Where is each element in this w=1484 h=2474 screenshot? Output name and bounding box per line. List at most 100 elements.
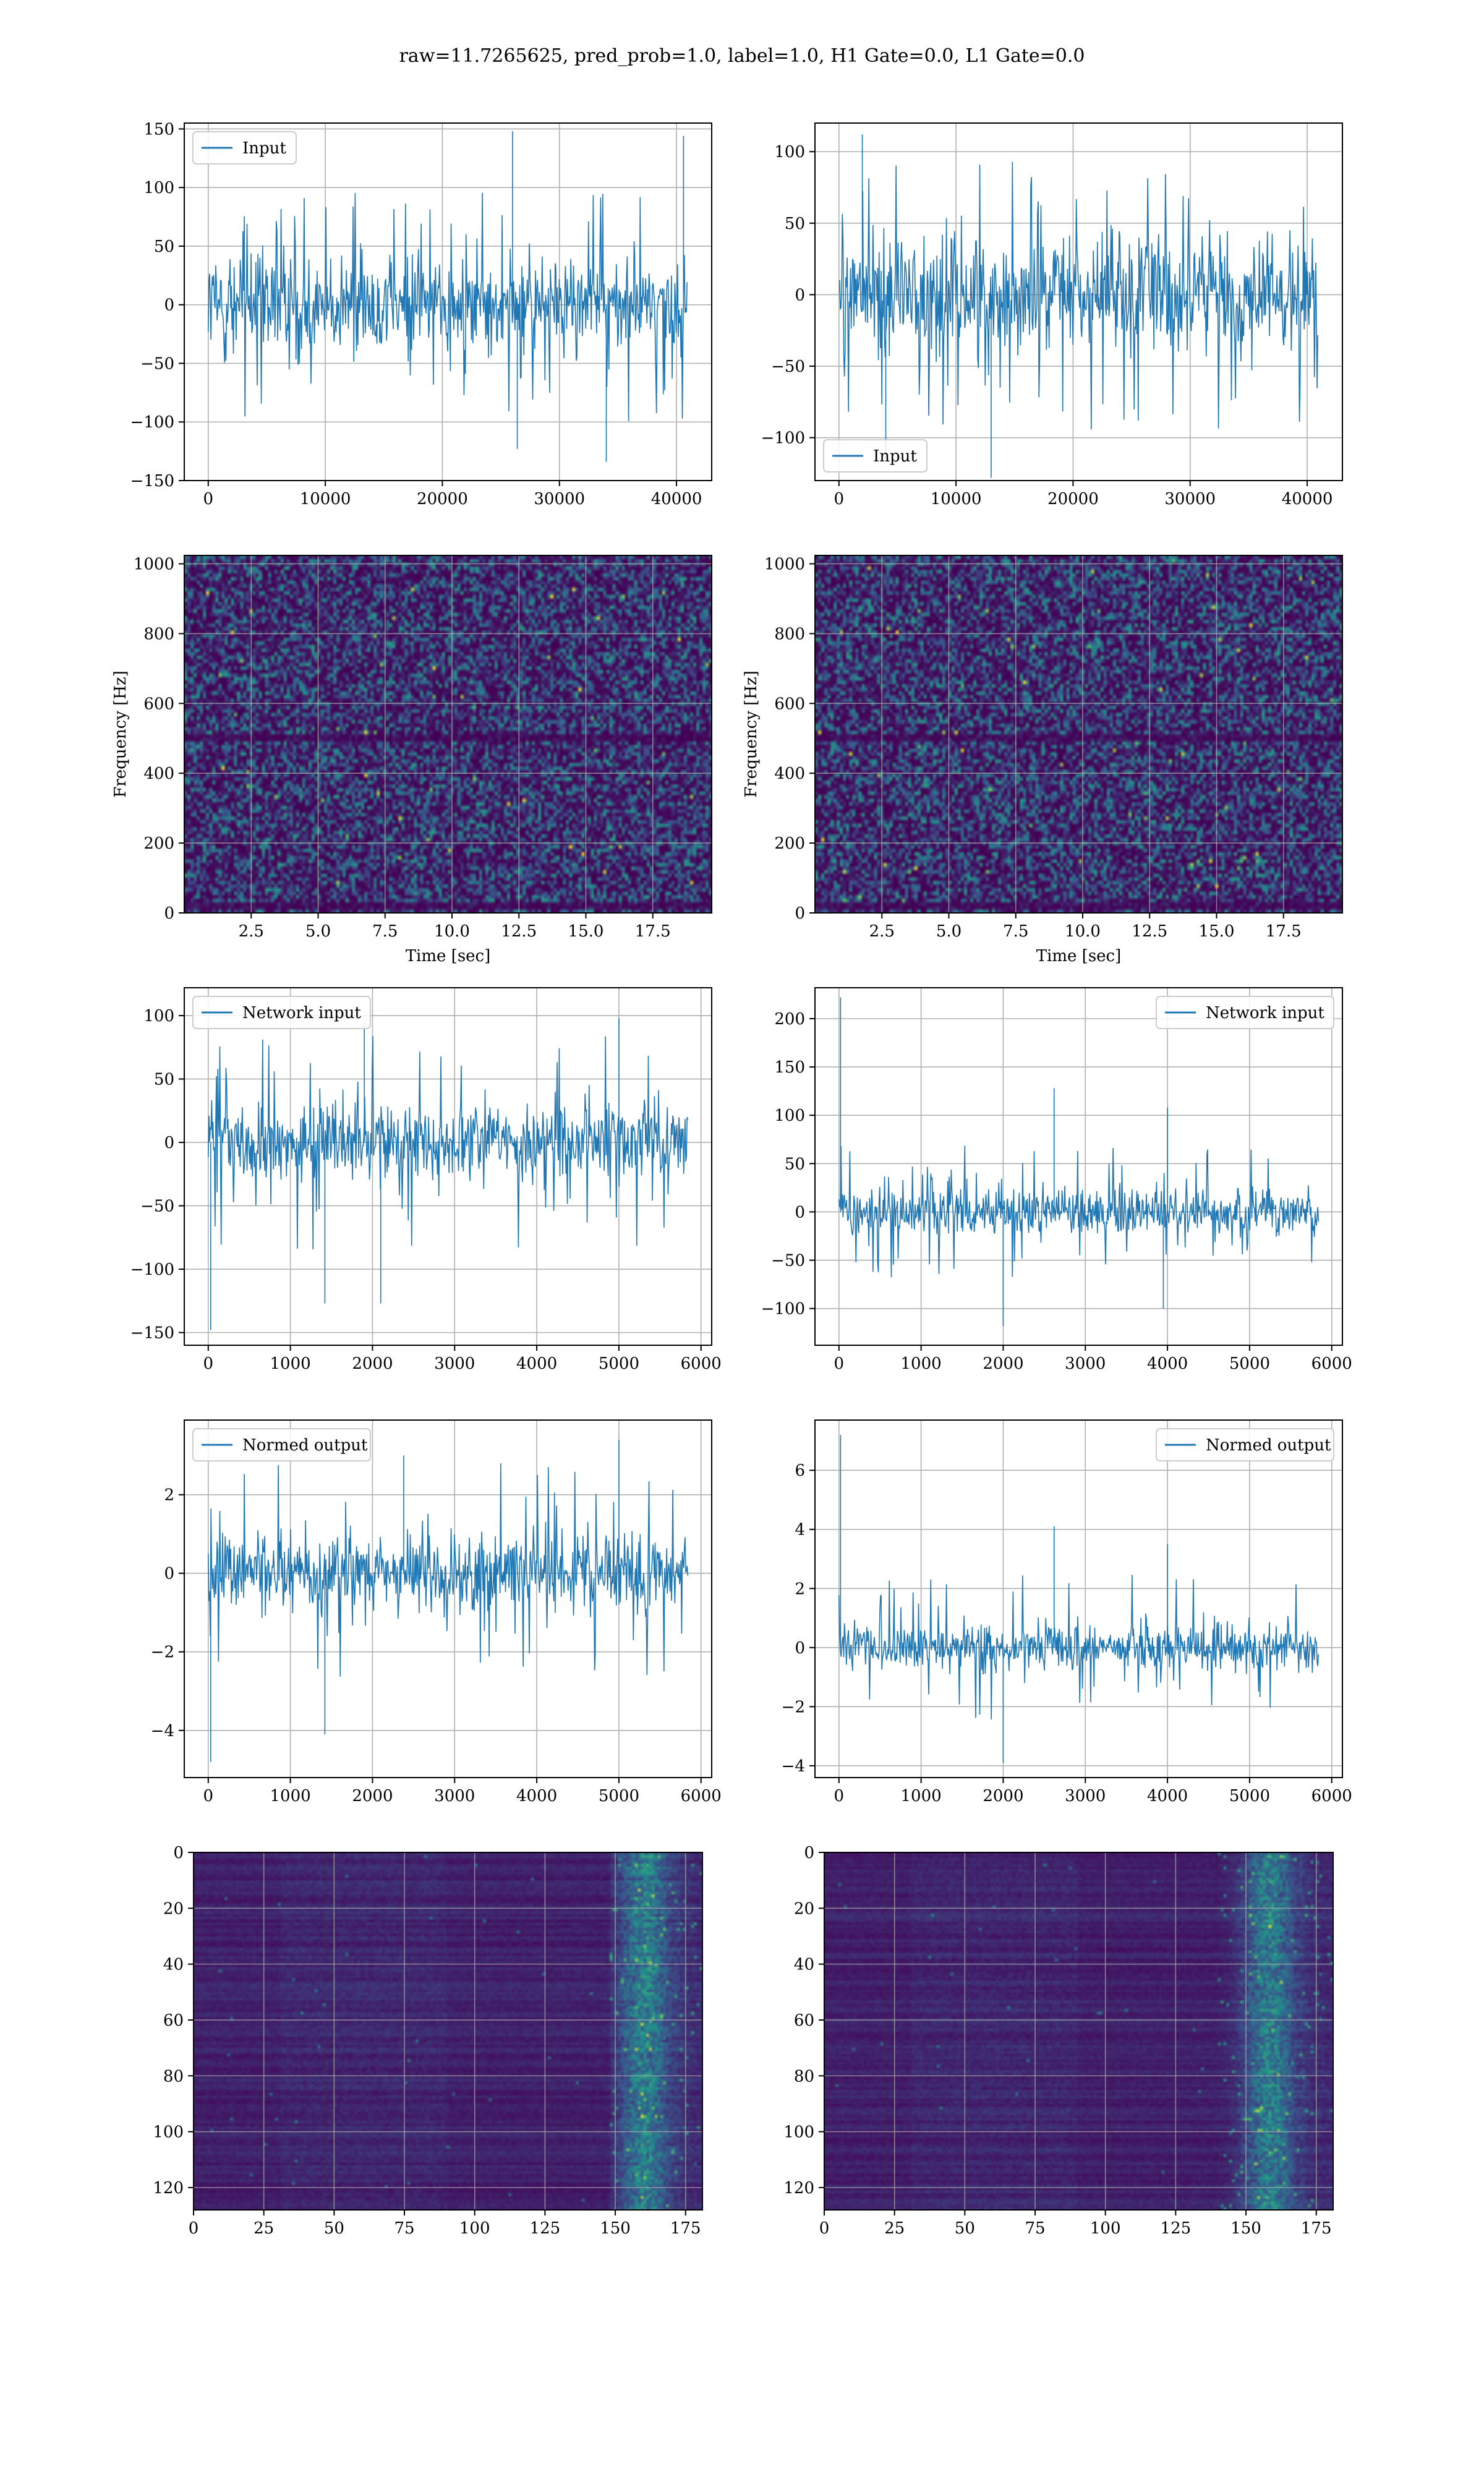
y-tick-label: 0	[164, 296, 174, 315]
series-line-normed-output	[208, 1439, 689, 1762]
axes-frame	[184, 1419, 712, 1778]
legend-label: Normed output	[242, 1436, 368, 1455]
x-tick-label: 20000	[1047, 490, 1099, 508]
x-tick-label: 7.5	[372, 922, 398, 941]
y-tick-label: −150	[130, 472, 174, 490]
y-tick-label: −100	[761, 429, 805, 448]
panel-p6: 0 1000 2000 3000 4000 5000 6000 −100 −50 0 50 100 15…	[761, 987, 1352, 1373]
panel-p9: 0 25 50 75 100 125 150 175 0 20 40 60 80 100 120	[153, 1844, 703, 2238]
x-tick-label: 10000	[931, 490, 982, 508]
panel-p5: 0 1000 2000 3000 4000 5000 6000 −150 −100 −50 0 50 1…	[130, 987, 722, 1373]
legend-label: Normed output	[1206, 1436, 1331, 1455]
y-tick-label: −100	[130, 413, 174, 432]
x-tick-label: 0	[203, 1355, 214, 1373]
x-tick-label: 5.0	[936, 922, 962, 941]
x-tick-label: 3000	[1065, 1355, 1106, 1373]
spectrogram-image	[184, 555, 712, 913]
y-tick-label: 20	[163, 1899, 184, 1918]
series-line-network-input	[208, 1018, 689, 1330]
y-tick-label: 50	[785, 1155, 805, 1173]
legend-box	[192, 131, 297, 165]
y-tick-label: 600	[774, 695, 805, 713]
axes-frame	[193, 1852, 703, 2211]
x-tick-label: 12.5	[1132, 922, 1167, 941]
y-tick-label: 100	[143, 1007, 174, 1025]
x-tick-label: 6000	[681, 1787, 722, 1805]
y-tick-label: 100	[774, 1106, 805, 1125]
x-tick-label: 30000	[1164, 490, 1216, 508]
x-tick-label: 175	[670, 2219, 701, 2238]
x-tick-label: 2.5	[239, 922, 264, 941]
y-tick-label: 100	[774, 143, 805, 161]
y-axis-label: Frequency [Hz]	[742, 670, 761, 798]
y-tick-label: 800	[143, 625, 174, 643]
y-tick-label: 2	[164, 1486, 174, 1505]
x-tick-label: 6000	[1311, 1787, 1352, 1805]
x-tick-label: 4000	[516, 1355, 557, 1373]
x-tick-label: 6000	[1311, 1355, 1352, 1373]
x-tick-label: 150	[1230, 2219, 1261, 2238]
x-tick-label: 0	[819, 2219, 830, 2238]
axes-frame	[184, 555, 712, 914]
x-tick-label: 100	[459, 2219, 490, 2238]
axes-frame	[814, 122, 1343, 481]
x-tick-label: 17.5	[1266, 922, 1302, 941]
y-tick-label: 0	[173, 1844, 184, 1862]
series-line-network-input	[838, 997, 1320, 1326]
x-tick-label: 25	[884, 2219, 905, 2238]
x-tick-label: 2000	[352, 1355, 393, 1373]
y-tick-label: 80	[794, 2067, 814, 2086]
y-tick-label: 400	[774, 764, 805, 783]
x-tick-label: 0	[189, 2219, 199, 2238]
x-tick-label: 3000	[434, 1355, 475, 1373]
y-tick-label: 4	[795, 1521, 805, 1539]
legend: Normed output	[192, 1428, 371, 1462]
x-tick-label: 7.5	[1003, 922, 1028, 941]
legend: Network input	[1156, 996, 1334, 1029]
axes-frame	[824, 1852, 1334, 2211]
y-tick-label: 200	[774, 1010, 805, 1029]
y-tick-label: −100	[130, 1261, 174, 1279]
axes-frame	[814, 555, 1343, 914]
y-tick-label: 600	[143, 695, 174, 713]
x-tick-label: 2.5	[869, 922, 895, 941]
axes-frame	[814, 1419, 1343, 1778]
y-tick-label: 150	[143, 120, 174, 139]
y-tick-label: −50	[140, 1197, 174, 1216]
x-tick-label: 10000	[300, 490, 351, 508]
y-tick-label: 1000	[134, 555, 174, 574]
panel-p1: 0 10000 20000 30000 40000 −150 −100 −50 0 50 100 15…	[130, 120, 712, 508]
x-tick-label: 0	[203, 490, 213, 508]
x-tick-label: 50	[324, 2219, 344, 2238]
legend-box	[1156, 996, 1334, 1029]
x-axis-label: Time [sec]	[1036, 947, 1122, 965]
figure-suptitle: raw=11.7265625, pred_prob=1.0, label=1.0…	[399, 45, 1085, 67]
x-tick-label: 10.0	[1065, 922, 1101, 941]
y-tick-label: −2	[782, 1698, 805, 1716]
axes-frame	[814, 987, 1343, 1346]
x-tick-label: 175	[1301, 2219, 1332, 2238]
y-tick-label: 100	[143, 179, 174, 197]
y-tick-label: 40	[794, 1956, 814, 1974]
y-tick-label: 400	[143, 764, 174, 783]
y-tick-label: 0	[164, 904, 174, 923]
x-tick-label: 1000	[901, 1787, 942, 1805]
panel-p8: 0 1000 2000 3000 4000 5000 6000 −4 −2 0 2 4 6 Normed …	[782, 1419, 1352, 1805]
panel-p10: 0 25 50 75 100 125 150 175 0 20 40 60 80 100 120	[783, 1844, 1334, 2238]
legend-box	[192, 1428, 371, 1462]
y-tick-label: 2	[795, 1580, 805, 1598]
x-tick-label: 75	[394, 2219, 414, 2238]
series-line-input	[838, 134, 1318, 478]
panel-p3: 2.5 5.0 7.5 10.0 12.5 15.0 17.5 0 200 400 600 800 10…	[111, 555, 712, 965]
y-tick-label: 50	[154, 1071, 174, 1089]
x-tick-label: 100	[1090, 2219, 1121, 2238]
axes-frame	[184, 987, 712, 1346]
x-tick-label: 3000	[1065, 1787, 1106, 1805]
x-tick-label: 10.0	[434, 922, 470, 941]
y-tick-label: 120	[153, 2179, 184, 2198]
x-tick-label: 125	[530, 2219, 561, 2238]
x-tick-label: 2000	[983, 1355, 1023, 1373]
legend-box	[192, 996, 371, 1029]
y-tick-label: 60	[163, 2011, 184, 2030]
